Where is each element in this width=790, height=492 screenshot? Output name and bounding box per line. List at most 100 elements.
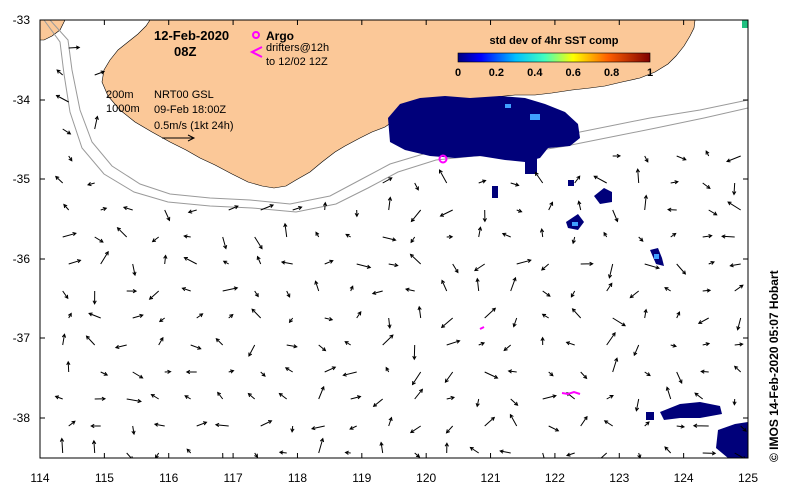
current-vector-arrow	[606, 332, 616, 346]
current-vector-arrow	[94, 396, 107, 401]
scale-label: 0.5m/s (1kt 24h)	[154, 120, 233, 132]
current-vector-arrow	[446, 234, 454, 240]
colorbar-tick: 0	[455, 67, 461, 79]
current-vector-arrow	[90, 423, 101, 429]
current-vector-arrow	[382, 177, 393, 184]
x-tick-label: 118	[288, 471, 307, 485]
current-vector-arrow	[410, 209, 422, 223]
colorbar-tick: 1	[647, 67, 653, 79]
current-vector-arrow	[254, 290, 259, 298]
current-vector-arrow	[635, 168, 641, 184]
current-vector-arrow	[414, 182, 419, 191]
current-vector-arrow	[410, 236, 416, 244]
current-vector-arrow	[702, 288, 712, 293]
current-vector-arrow	[260, 371, 266, 377]
y-tick-label: -33	[13, 13, 31, 27]
product-date: 09-Feb 18:00Z	[154, 104, 226, 116]
current-vector-arrow	[55, 94, 69, 103]
current-vector-arrow	[283, 222, 288, 238]
current-vector-arrow	[740, 425, 747, 432]
current-vector-arrow	[55, 175, 64, 184]
current-vector-arrow	[676, 424, 686, 429]
current-vector-arrow	[446, 395, 456, 401]
current-vector-arrow	[540, 336, 545, 346]
current-vector-arrow	[570, 290, 576, 298]
current-vector-arrow	[322, 201, 328, 211]
current-vector-arrow	[439, 169, 448, 184]
current-vector-arrow	[542, 290, 551, 297]
current-vector-arrow	[354, 209, 359, 218]
current-vector-arrow	[565, 452, 575, 457]
current-vector-arrow	[385, 366, 390, 373]
current-vector-arrow	[122, 206, 133, 211]
current-vector-arrow	[593, 175, 607, 184]
x-tick-label: 124	[674, 471, 694, 485]
x-tick-label: 123	[609, 471, 629, 485]
current-vector-arrow	[163, 254, 168, 265]
current-vector-arrow	[68, 155, 73, 162]
current-vector-arrow	[256, 255, 262, 265]
colorbar-tick: 0.2	[489, 67, 504, 79]
current-vector-arrow	[349, 285, 354, 292]
argo-legend: Argo	[252, 29, 294, 43]
current-vector-arrow	[68, 259, 82, 265]
current-vector-arrow	[292, 206, 303, 211]
current-vector-arrow	[100, 250, 109, 265]
current-vector-arrow	[734, 284, 744, 292]
x-tick-label: 120	[416, 471, 436, 485]
current-vector-arrow	[440, 317, 454, 329]
current-vector-arrow	[87, 182, 95, 187]
current-vector-arrow	[251, 308, 262, 319]
current-vector-arrow	[318, 344, 327, 352]
drifter-tracks	[479, 326, 581, 396]
current-vector-arrow	[278, 392, 288, 400]
current-vector-arrow	[342, 371, 357, 377]
current-vector-arrow	[417, 305, 422, 319]
current-vector-arrow	[371, 290, 383, 295]
current-vector-arrow	[445, 425, 454, 434]
current-vector-arrow	[116, 227, 128, 238]
current-vector-arrow	[571, 236, 576, 245]
current-vector-arrow	[510, 276, 517, 292]
current-vector-arrow	[574, 175, 581, 184]
current-vector-arrow	[510, 182, 520, 187]
current-vector-arrow	[478, 341, 486, 346]
x-tick-label: 116	[159, 471, 178, 485]
current-vector-arrow	[643, 194, 648, 211]
current-vector-arrow	[344, 341, 351, 346]
current-vector-arrow	[310, 425, 325, 431]
current-vector-arrow	[664, 446, 672, 454]
current-vector-arrow	[565, 341, 575, 346]
current-vector-arrow	[644, 263, 661, 270]
current-vector-arrow	[290, 425, 295, 433]
current-vector-arrow	[260, 204, 275, 211]
product-name: NRT00 GSL	[154, 89, 214, 101]
current-vector-arrow	[344, 450, 351, 455]
current-vector-arrow	[474, 263, 485, 272]
scale-arrow	[162, 134, 196, 142]
contour-1000m	[43, 20, 748, 213]
current-vector-arrow	[187, 209, 197, 214]
current-vector-arrow	[280, 260, 293, 265]
current-vector-arrow	[729, 263, 741, 268]
current-vector-arrow	[288, 317, 294, 324]
current-vector-field	[54, 45, 747, 458]
current-vector-arrow	[100, 371, 109, 376]
current-vector-arrow	[190, 344, 202, 350]
current-vector-arrow	[548, 201, 554, 211]
current-vector-arrow	[254, 452, 259, 458]
drifter-legend-line2: to 12/02 12Z	[266, 56, 328, 68]
current-vector-arrow	[732, 398, 737, 406]
current-vector-arrow	[150, 393, 159, 400]
x-tick-label: 117	[224, 471, 243, 485]
current-vector-arrow	[286, 290, 291, 298]
current-vector-arrow	[94, 70, 106, 76]
drifter-legend-line1: drifters@12h	[266, 42, 329, 54]
current-vector-arrow	[452, 263, 459, 274]
current-vector-arrow	[694, 392, 704, 400]
current-vector-arrow	[382, 334, 394, 346]
current-vector-arrow	[444, 442, 449, 454]
colorbar-title: std dev of 4hr SST comp	[490, 35, 619, 47]
current-vector-arrow	[414, 452, 421, 458]
current-vector-arrow	[228, 313, 234, 319]
